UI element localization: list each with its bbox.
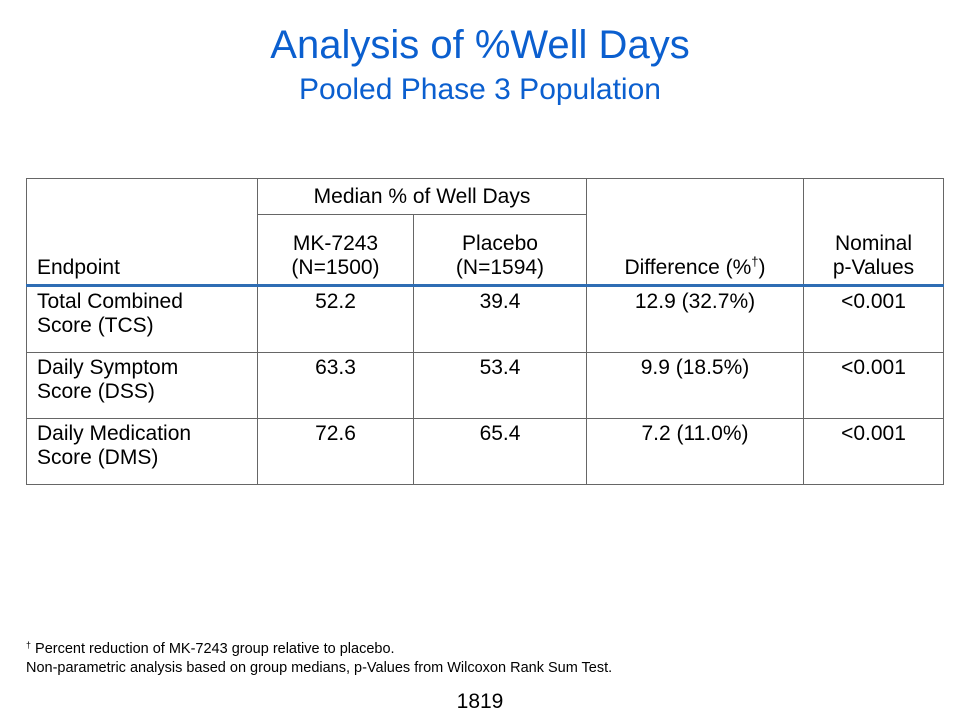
drug-value: 52.2 bbox=[257, 285, 414, 353]
endpoint-line2: Score (DSS) bbox=[37, 380, 155, 403]
header-endpoint: Endpoint bbox=[26, 178, 258, 287]
dagger-mark: † bbox=[751, 254, 759, 269]
header-drug-line1: MK-7243 bbox=[292, 232, 379, 255]
header-difference-close: ) bbox=[758, 256, 766, 279]
endpoint-cell: Total Combined Score (TCS) bbox=[26, 285, 258, 353]
header-pvalue: Nominal p-Values bbox=[803, 178, 944, 287]
endpoint-line1: Total Combined bbox=[37, 290, 183, 313]
slide-subtitle: Pooled Phase 3 Population bbox=[299, 73, 661, 106]
endpoint-line1: Daily Symptom bbox=[37, 356, 179, 379]
header-placebo-line2: (N=1594) bbox=[455, 256, 545, 279]
header-row-bottom: MK-7243 (N=1500) Placebo (N=1594) bbox=[27, 214, 944, 287]
footnote-line1: † Percent reduction of MK-7243 group rel… bbox=[26, 640, 612, 659]
header-drug-line2: (N=1500) bbox=[291, 256, 380, 279]
placebo-value: 39.4 bbox=[413, 285, 587, 353]
header-difference: Difference (%†) bbox=[586, 178, 804, 287]
table-row: Total Combined Score (TCS) 52.2 39.4 12.9… bbox=[26, 285, 944, 353]
endpoint-line2: Score (TCS) bbox=[37, 314, 154, 337]
header-pvalue-line1: Nominal bbox=[834, 232, 913, 255]
pvalue-value: <0.001 bbox=[803, 285, 944, 353]
header-pvalue-line2: p-Values bbox=[832, 256, 915, 279]
header-median-group: Median % of Well Days bbox=[257, 178, 587, 215]
results-table: Endpoint Median % of Well Days Differenc… bbox=[26, 178, 944, 485]
pvalue-value: <0.001 bbox=[803, 352, 944, 419]
slide-title: Analysis of %Well Days bbox=[270, 23, 690, 67]
page-number: 1819 bbox=[456, 690, 504, 713]
header-difference-text: Difference (% bbox=[624, 256, 752, 279]
drug-value: 72.6 bbox=[257, 418, 414, 485]
footnote-text1: Percent reduction of MK-7243 group relat… bbox=[31, 641, 395, 657]
footnote: † Percent reduction of MK-7243 group rel… bbox=[26, 640, 612, 678]
header-placebo: Placebo (N=1594) bbox=[413, 214, 587, 287]
difference-value: 7.2 (11.0%) bbox=[586, 418, 804, 485]
endpoint-cell: Daily Symptom Score (DSS) bbox=[26, 352, 258, 419]
header-drug: MK-7243 (N=1500) bbox=[257, 214, 414, 287]
drug-value: 63.3 bbox=[257, 352, 414, 419]
table-row: Daily Medication Score (DMS) 72.6 65.4 7.… bbox=[26, 418, 944, 485]
footnote-line2: Non-parametric analysis based on group m… bbox=[26, 660, 613, 676]
difference-value: 12.9 (32.7%) bbox=[586, 285, 804, 353]
difference-value: 9.9 (18.5%) bbox=[586, 352, 804, 419]
table-row: Daily Symptom Score (DSS) 63.3 53.4 9.9 (… bbox=[26, 352, 944, 419]
placebo-value: 65.4 bbox=[413, 418, 587, 485]
footnote-dagger: † bbox=[26, 640, 32, 650]
endpoint-cell: Daily Medication Score (DMS) bbox=[26, 418, 258, 485]
endpoint-line1: Daily Medication bbox=[37, 422, 192, 445]
placebo-value: 53.4 bbox=[413, 352, 587, 419]
endpoint-line2: Score (DMS) bbox=[37, 446, 159, 469]
header-row-top: Endpoint Median % of Well Days Differenc… bbox=[26, 178, 944, 287]
pvalue-value: <0.001 bbox=[803, 418, 944, 485]
header-placebo-line1: Placebo bbox=[462, 232, 538, 255]
